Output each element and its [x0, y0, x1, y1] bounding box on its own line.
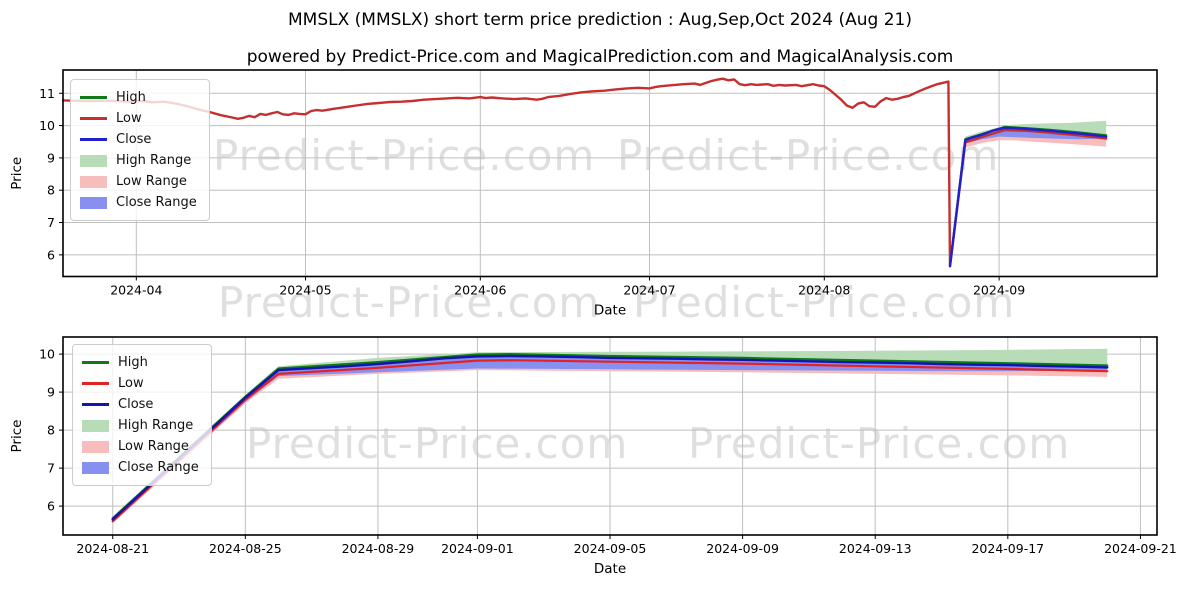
legend-label: Low — [116, 111, 142, 126]
low-line — [61, 77, 1108, 268]
y-axis-label: Price — [9, 420, 25, 453]
close-swatch — [82, 403, 109, 406]
figure-subtitle: powered by Predict-Price.com and Magical… — [246, 47, 954, 67]
x-tick-label: 2024-09 — [973, 283, 1025, 298]
low-range-swatch — [80, 175, 107, 188]
close-swatch — [80, 138, 107, 141]
low-line — [111, 359, 1109, 523]
legend-label: Low Range — [116, 174, 187, 189]
y-tick-label: 6 — [47, 499, 55, 514]
x-tick-label: 2024-07 — [623, 283, 675, 298]
legend-label: High Range — [118, 418, 194, 433]
legend-entry: Close Range — [80, 192, 197, 213]
legend-entry: Close — [82, 394, 199, 415]
close-line — [948, 126, 1108, 268]
x-tick-label: 2024-09-17 — [971, 541, 1044, 556]
high-range-band — [965, 120, 1107, 142]
y-tick-label: 10 — [39, 118, 55, 133]
y-tick-label: 6 — [47, 247, 55, 262]
x-tick-label: 2024-09-01 — [441, 541, 514, 556]
x-tick-label: 2024-09-09 — [706, 541, 779, 556]
x-tick-label: 2024-09-05 — [574, 541, 647, 556]
figure-title: MMSLX (MMSLX) short term price predictio… — [288, 10, 912, 30]
y-tick-label: 8 — [47, 183, 55, 198]
high-range-swatch — [80, 154, 107, 167]
x-tick-label: 2024-04 — [110, 283, 162, 298]
x-axis-label: Date — [594, 561, 626, 577]
watermark-text: Predict-Price.com — [218, 278, 601, 327]
legend-label: Close — [116, 132, 152, 147]
bottom-chart-legend: High Low Close High Range Low Range Close Ran… — [72, 344, 212, 486]
y-tick-label: 10 — [39, 347, 55, 362]
legend-entry: High Range — [80, 150, 197, 171]
y-tick-label: 8 — [47, 423, 55, 438]
watermark-text: Predict-Price.com — [633, 278, 1016, 327]
legend-entry: Low Range — [82, 436, 199, 457]
watermark-text: Predict-Price.com — [617, 131, 1000, 180]
high-swatch — [82, 361, 109, 364]
watermark-text: Predict-Price.com — [688, 419, 1071, 468]
watermark-text: Predict-Price.com — [213, 131, 596, 180]
top-chart: 6 7 8 9 10 11 2024-04 2024-05 2024-06 2024-07 2024… — [9, 69, 1158, 319]
close-line — [111, 354, 1109, 521]
legend-entry: High — [80, 87, 197, 108]
y-tick-label: 9 — [47, 150, 55, 165]
high-range-swatch — [82, 419, 109, 432]
low-swatch — [80, 117, 107, 120]
x-tick-label: 2024-09-13 — [839, 541, 912, 556]
legend-entry: Low — [80, 108, 197, 129]
legend-entry: High Range — [82, 415, 199, 436]
x-axis-label: Date — [594, 303, 626, 319]
low-range-swatch — [82, 440, 109, 453]
y-tick-label: 11 — [39, 86, 55, 101]
legend-label: Low — [118, 376, 144, 391]
legend-label: Low Range — [118, 439, 189, 454]
y-tick-label: 7 — [47, 215, 55, 230]
legend-label: High Range — [116, 153, 192, 168]
legend-label: Close — [118, 397, 154, 412]
bottom-chart: 6 7 8 9 10 2024-08-21 2024-08-25 2024-08-29 2024… — [9, 336, 1177, 577]
x-tick-label: 2024-06 — [454, 283, 506, 298]
low-swatch — [82, 382, 109, 385]
watermark-text: Predict-Price.com — [246, 419, 629, 468]
legend-entry: Low — [82, 373, 199, 394]
legend-entry: Close Range — [82, 457, 199, 478]
top-chart-legend: High Low Close High Range Low Range Close Ran… — [70, 79, 210, 221]
legend-entry: Low Range — [80, 171, 197, 192]
legend-label: Close Range — [116, 195, 197, 210]
close-range-swatch — [80, 196, 107, 209]
y-tick-label: 9 — [47, 385, 55, 400]
x-tick-label: 2024-08-21 — [76, 541, 149, 556]
x-tick-label: 2024-08-29 — [342, 541, 415, 556]
high-swatch — [80, 96, 107, 99]
x-tick-label: 2024-08-25 — [209, 541, 282, 556]
legend-label: High — [118, 355, 148, 370]
y-axis-label: Price — [9, 157, 25, 190]
y-tick-label: 7 — [47, 461, 55, 476]
x-tick-label: 2024-08 — [798, 283, 850, 298]
legend-label: Close Range — [118, 460, 199, 475]
legend-entry: Close — [80, 129, 197, 150]
x-tick-label: 2024-05 — [279, 283, 331, 298]
legend-label: High — [116, 90, 146, 105]
close-range-swatch — [82, 461, 109, 474]
x-tick-label: 2024-09-21 — [1104, 541, 1177, 556]
legend-entry: High — [82, 352, 199, 373]
high-line — [948, 125, 1108, 267]
